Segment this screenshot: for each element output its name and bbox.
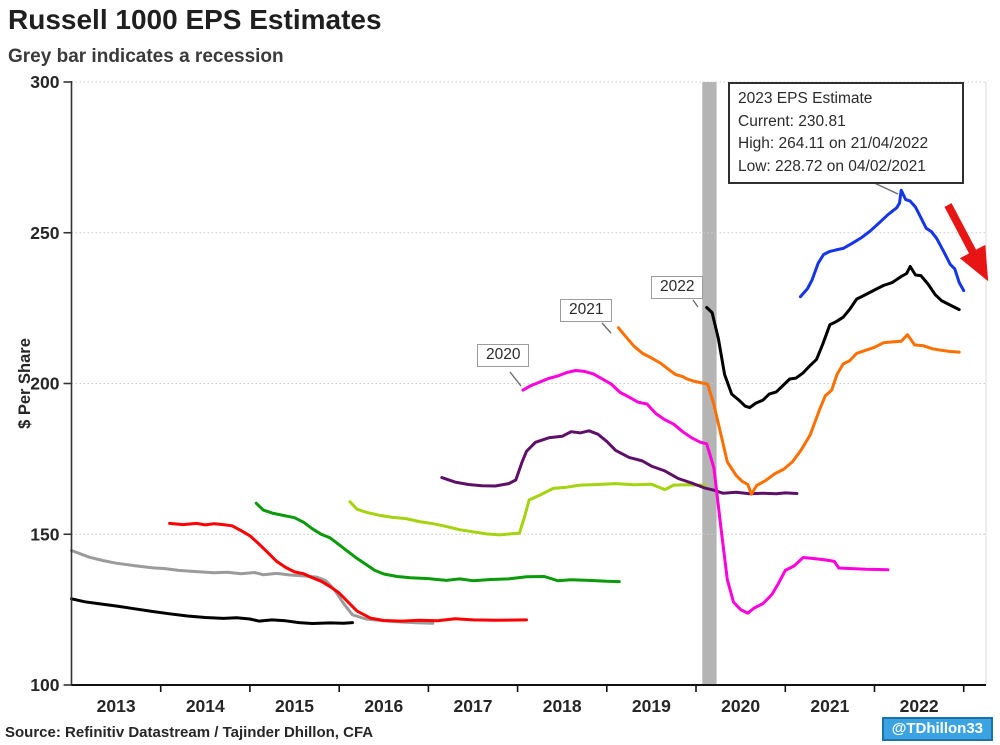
y-axis-title: $ Per Share xyxy=(16,338,34,429)
y-tick-label: 200 xyxy=(30,374,59,394)
series-2022-line xyxy=(705,265,961,410)
x-tick-label: 2016 xyxy=(364,696,403,716)
series-2017-line xyxy=(254,501,621,584)
y-tick-label: 250 xyxy=(30,223,59,243)
chart-subtitle: Grey bar indicates a recession xyxy=(8,46,284,67)
page-title: Russell 1000 EPS Estimates xyxy=(8,4,382,35)
series-2020-line xyxy=(521,369,890,615)
y-tick-label: 150 xyxy=(30,524,59,544)
year-annotation-2021: 2021 xyxy=(560,299,613,322)
annotation-callout-2021 xyxy=(601,322,612,334)
series-2019-line xyxy=(440,429,799,496)
x-tick-label: 2020 xyxy=(721,696,760,716)
x-tick-label: 2015 xyxy=(275,696,314,716)
eps-estimate-tooltip: 2023 EPS Estimate Current: 230.81 High: … xyxy=(728,82,964,184)
x-tick-label: 2018 xyxy=(543,696,582,716)
tooltip-line-low: Low: 228.72 on 04/02/2021 xyxy=(738,157,926,175)
series-2023-line xyxy=(798,188,966,299)
series-2014-line xyxy=(70,597,354,625)
series-2016-line xyxy=(168,521,528,623)
tooltip-line-current: Current: 230.81 xyxy=(738,112,846,130)
x-tick-label: 2021 xyxy=(810,696,849,716)
series-2018-line xyxy=(348,482,707,537)
year-annotation-2020: 2020 xyxy=(477,344,530,367)
series-2015-line xyxy=(70,549,435,625)
x-tick-label: 2019 xyxy=(632,696,671,716)
annotation-callout-2022 xyxy=(692,299,699,308)
y-tick-label: 300 xyxy=(30,72,59,92)
series-2021-line xyxy=(616,326,961,496)
year-annotation-2022: 2022 xyxy=(651,276,704,299)
source-credit: Source: Refinitiv Datastream / Tajinder … xyxy=(5,724,374,741)
x-tick-label: 2013 xyxy=(97,696,136,716)
x-tick-label: 2022 xyxy=(900,696,939,716)
x-tick-label: 2017 xyxy=(454,696,493,716)
tooltip-line-title: 2023 EPS Estimate xyxy=(738,90,873,107)
x-tick-label: 2014 xyxy=(186,696,225,716)
tooltip-line-high: High: 264.11 on 21/04/2022 xyxy=(738,135,929,152)
twitter-handle-badge[interactable]: @TDhillon33 xyxy=(881,717,993,741)
down-trend-arrow xyxy=(944,203,989,282)
y-tick-label: 100 xyxy=(30,675,59,695)
annotation-callout-2020 xyxy=(509,371,522,387)
recession-band xyxy=(702,82,717,685)
